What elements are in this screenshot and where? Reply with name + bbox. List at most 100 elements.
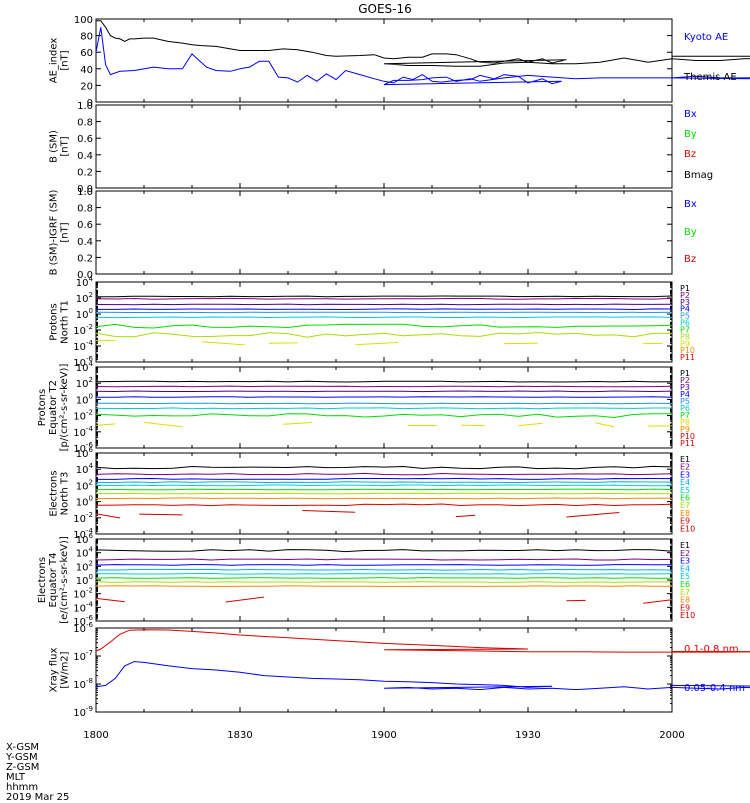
y-tick-label: 20 [80, 81, 93, 92]
y-tick-label: 102 [76, 291, 93, 305]
b_sm-legend-bz: Bz [684, 149, 696, 160]
electrons_t3-trace-E8 [96, 498, 672, 499]
protons_t2-trace-P8 [96, 424, 115, 426]
y-tick-label: 0.6 [77, 220, 93, 231]
electrons_t3-trace-E10 [139, 514, 182, 515]
y-tick-label: 10-4 [73, 339, 93, 353]
b_sm-ylabel-line-0: B (SM) [49, 130, 60, 163]
x-tick-label-1800: 1800 [83, 730, 108, 741]
plot-title: GOES-16 [358, 2, 412, 16]
y-tick-label: 10-2 [73, 587, 93, 601]
protons_t2-ylabel-line-2: [p/(cm²-s-sr-keV)] [59, 364, 70, 452]
y-tick-label: 104 [76, 360, 94, 374]
b_sm-ylabel-line-1: [nT] [60, 136, 71, 156]
electrons_t4-trace-E8 [96, 586, 672, 587]
protons_t2-trace-P6 [96, 408, 672, 409]
footer-date: 2019 Mar 25 [6, 793, 69, 803]
protons_t1-ylabel-line-0: Protons [49, 303, 60, 340]
electrons_t3-trace-E3 [96, 478, 672, 479]
panel-frame-2 [96, 191, 672, 274]
electrons_t3-trace-E2 [96, 473, 672, 474]
electrons_t4-ylabel-line-1: Equator T4 [48, 553, 59, 608]
protons_t2-trace-P3 [96, 391, 672, 392]
y-tick-label: 102 [76, 376, 93, 390]
b_minus_igrf-legend-bz: Bz [684, 254, 696, 265]
electrons_t4-trace-E5 [96, 574, 672, 575]
legend-themis-ae: Themis AE [683, 72, 737, 83]
b_minus_igrf-ylabel-line-1: [nT] [60, 222, 71, 242]
y-tick-label: 10-9 [73, 705, 93, 719]
legend-xray-long: 0.1-0.8 nm [684, 644, 739, 655]
y-tick-label: 100 [76, 307, 93, 321]
y-tick-label: 0.8 [77, 118, 93, 129]
xray-ylabel-line-1: [W/m2] [60, 651, 71, 688]
legend-kyoto-ae: Kyoto AE [684, 32, 728, 43]
x-tick-label-1830: 1830 [227, 730, 252, 741]
y-tick-label: 102 [76, 559, 93, 573]
ae-ylabel-line-0: AE_index [49, 38, 60, 84]
electrons_t3-trace-E10 [566, 513, 619, 518]
y-tick-label: 1.0 [77, 101, 93, 112]
y-tick-label: 10-6 [73, 621, 93, 635]
ae-series-kyoto [96, 27, 750, 84]
y-tick-label: 0.4 [77, 237, 93, 248]
panel-frame-3 [96, 282, 672, 362]
electrons_t4-legend-e10: E10 [680, 611, 695, 620]
xray-series-1 [96, 662, 750, 690]
electrons_t3-trace-E9 [96, 504, 672, 506]
protons_t2-legend-p11: P11 [680, 439, 695, 448]
y-tick-label: 60 [80, 48, 93, 59]
y-tick-label: 100 [76, 392, 93, 406]
panel-frame-7 [96, 628, 672, 712]
protons_t1-trace-P9 [355, 342, 398, 344]
y-tick-label: 104 [76, 546, 94, 560]
electrons_t4-trace-E2 [96, 559, 672, 560]
y-tick-label: 10-7 [73, 649, 93, 663]
x-tick-label-1930: 1930 [515, 730, 540, 741]
y-tick-label: 40 [80, 65, 93, 76]
electrons_t4-ylabel-line-2: [e/(cm²-s-sr-keV)] [59, 536, 70, 624]
electrons_t3-trace-E10 [456, 515, 475, 516]
protons_t1-trace-P2 [96, 298, 672, 299]
electrons_t3-ylabel-line-1: North T3 [60, 472, 71, 516]
electrons_t3-trace-E6 [96, 489, 672, 490]
protons_t2-trace-P8 [283, 423, 312, 425]
protons_t1-trace-P3 [96, 304, 672, 305]
protons_t2-ylabel-line-0: Protons [37, 389, 48, 426]
electrons_t3-legend-e10: E10 [680, 524, 695, 533]
electrons_t4-ylabel-line-0: Electrons [37, 557, 48, 603]
electrons_t4-trace-E4 [96, 569, 672, 570]
protons_t2-trace-P8 [144, 422, 182, 426]
b_minus_igrf-ylabel-line-0: B (SM)-IGRF (SM) [49, 190, 60, 276]
y-tick-label: 0.2 [77, 253, 93, 264]
panel-frame-1 [96, 105, 672, 188]
protons_t1-trace-P6 [96, 317, 672, 318]
xray-panel: 10-9 10-8 10-7 10-6 Xray flux[W/m2] 0.1-0.8 n… [49, 621, 750, 719]
protons_t2-trace-P4 [96, 397, 672, 398]
ae-series-themis [96, 21, 750, 67]
y-tick-label: 0.2 [77, 167, 93, 178]
y-tick-label: 0.8 [77, 204, 93, 215]
protons_t1-ylabel-line-1: North T1 [60, 300, 71, 344]
electrons_t4-trace-E9 [226, 597, 264, 602]
protons_t1-trace-P9 [202, 342, 245, 345]
y-tick-label: 80 [80, 32, 93, 43]
y-tick-label: 0.4 [77, 151, 93, 162]
xray-ylabel-line-0: Xray flux [49, 648, 60, 693]
y-tick-label: 10-2 [73, 409, 93, 423]
y-tick-label: 102 [76, 478, 93, 492]
protons_t2-trace-P5 [96, 403, 672, 404]
y-tick-label: 104 [76, 275, 94, 289]
y-tick-label: 10-8 [73, 677, 93, 691]
electrons_t3-trace-E5 [96, 485, 672, 486]
y-tick-label: 10-4 [73, 425, 93, 439]
electrons_t3-trace-E4 [96, 482, 672, 483]
y-tick-label: 10-2 [73, 511, 93, 525]
protons_t2-trace-P8 [595, 423, 614, 427]
panel-frame-0 [96, 19, 672, 102]
